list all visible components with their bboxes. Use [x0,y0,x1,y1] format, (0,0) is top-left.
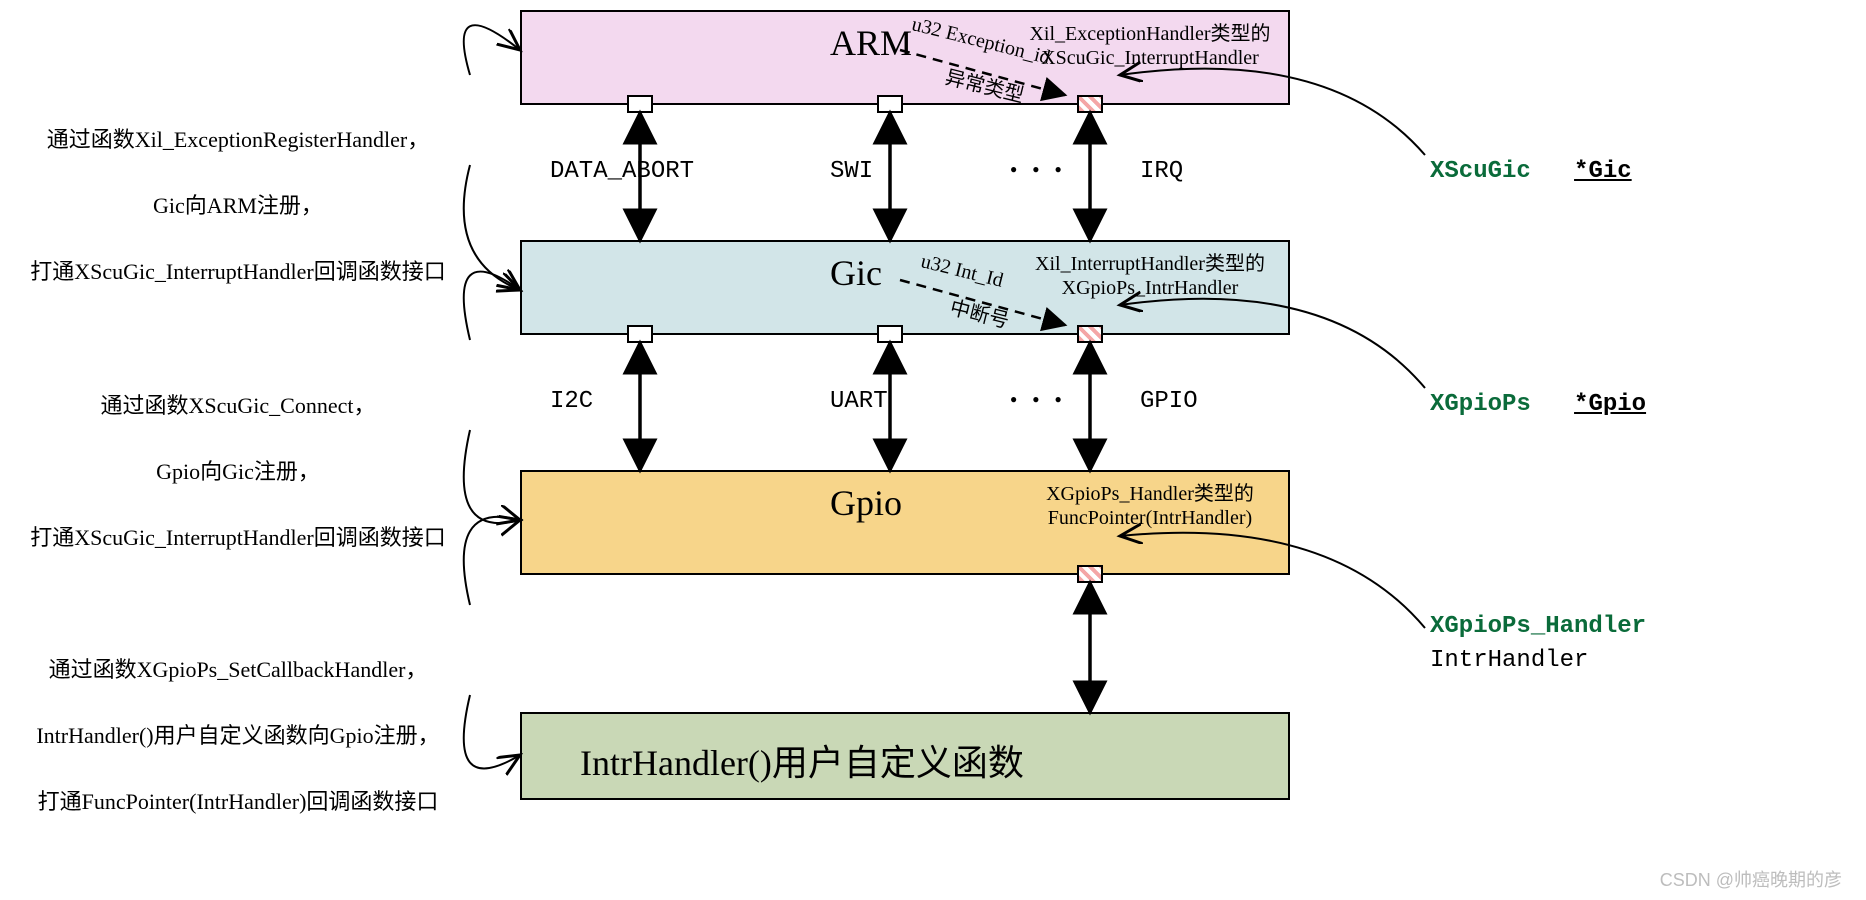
left-note-1-l2: Gic向ARM注册， [153,193,323,218]
left-note-3-l2: IntrHandler()用户自定义函数向Gpio注册， [36,723,439,748]
gic-subtext: Xil_InterruptHandler类型的 XGpioPs_IntrHand… [1020,252,1280,300]
left-note-2-l3: 打通XScuGic_InterruptHandler回调函数接口 [30,525,445,550]
gic-port-gpio [1077,325,1103,343]
right-note-1-ptr: *Gic [1574,158,1632,185]
gic-port-i2c [627,325,653,343]
gpio-subtext-l2: FuncPointer(IntrHandler) [1048,507,1252,529]
right-note-2-type: XGpioPs [1430,391,1531,418]
gap-label-i2c: I2C [550,388,593,415]
left-note-3-l3: 打通FuncPointer(IntrHandler)回调函数接口 [38,789,439,814]
left-note-2-l2: Gpio向Gic注册， [156,459,320,484]
left-note-1-l3: 打通XScuGic_InterruptHandler回调函数接口 [30,259,445,284]
left-note-1: 通过函数Xil_ExceptionRegisterHandler， Gic向AR… [8,90,468,288]
watermark-text: CSDN @帅癌晚期的彦 [1660,866,1842,892]
gpio-subtext-l1: XGpioPs_Handler类型的 [1046,483,1254,505]
gap-label-gpio: GPIO [1140,388,1198,415]
gic-port-uart [877,325,903,343]
arm-port-irq [1077,95,1103,113]
right-note-3-type: XGpioPs_Handler [1430,613,1646,640]
right-note-1-type: XScuGic [1430,158,1531,185]
left-note-2: 通过函数XScuGic_Connect， Gpio向Gic注册， 打通XScuG… [8,356,468,554]
right-note-3: XGpioPs_Handler IntrHandler [1430,610,1646,677]
right-note-1: XScuGic *Gic [1430,155,1632,189]
diagram-canvas: ARM Gic Gpio IntrHandler()用户自定义函数 Xil_Ex… [0,0,1866,900]
gic-subtext-l1: Xil_InterruptHandler类型的 [1035,253,1265,275]
gap-label-uart: UART [830,388,888,415]
right-note-3-line2: IntrHandler [1430,647,1588,674]
arm-subtext-l2: XScuGic_InterruptHandler [1041,47,1259,69]
arm-port-data-abort [627,95,653,113]
right-note-2: XGpioPs *Gpio [1430,388,1646,422]
left-note-2-l1: 通过函数XScuGic_Connect， [101,393,376,418]
gpio-title: Gpio [830,482,902,524]
gap-label-data_abort: DATA_ABORT [550,158,694,185]
ellipsis-dots: ● ● ● [1010,162,1068,177]
left-note-3-l1: 通过函数XGpioPs_SetCallbackHandler， [49,657,428,682]
arm-port-swi [877,95,903,113]
left-note-3: 通过函数XGpioPs_SetCallbackHandler， IntrHand… [8,620,468,818]
right-note-2-ptr: *Gpio [1574,391,1646,418]
arm-title: ARM [830,22,912,64]
gpio-subtext: XGpioPs_Handler类型的 FuncPointer(IntrHandl… [1020,482,1280,530]
gpio-port-intr [1077,565,1103,583]
ellipsis-dots: ● ● ● [1010,392,1068,407]
gic-title: Gic [830,252,882,294]
gic-subtext-l2: XGpioPs_IntrHandler [1062,277,1239,299]
gap-label-swi: SWI [830,158,873,185]
arm-subtext-l1: Xil_ExceptionHandler类型的 [1029,23,1270,45]
left-note-1-l1: 通过函数Xil_ExceptionRegisterHandler， [47,127,429,152]
gap-label-irq: IRQ [1140,158,1183,185]
user-title: IntrHandler()用户自定义函数 [580,734,1024,786]
arm-subtext: Xil_ExceptionHandler类型的 XScuGic_Interrup… [1020,22,1280,70]
